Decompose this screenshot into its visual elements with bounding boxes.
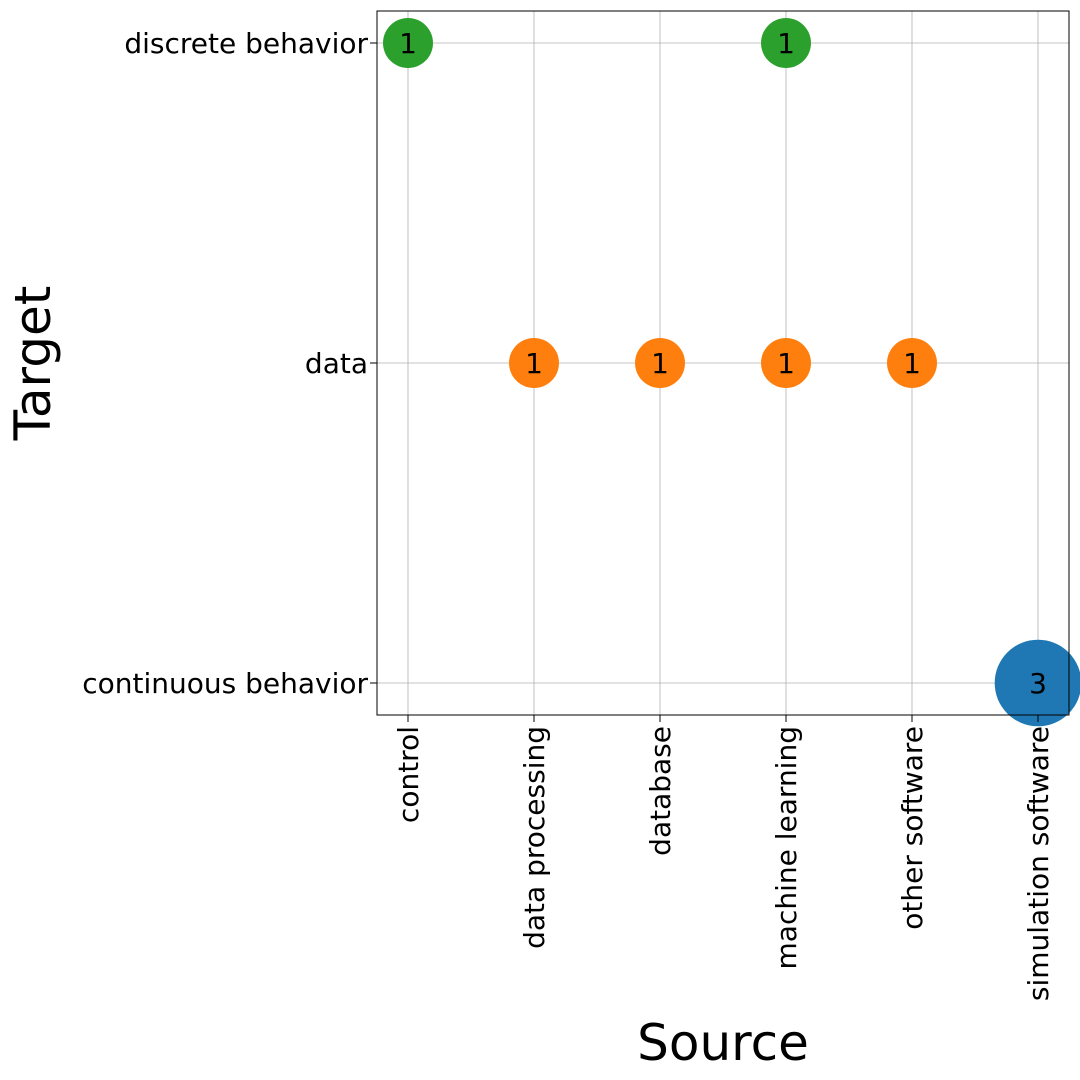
bubble-machine-learning-data bbox=[761, 338, 811, 388]
bubble-value-label: 1 bbox=[777, 347, 795, 380]
y-tick-label-data: data bbox=[305, 347, 368, 380]
bubble-value-label: 1 bbox=[651, 347, 669, 380]
axis-ticks: control data processing database machine le… bbox=[82, 27, 1055, 1001]
x-tick-label-data-processing: data processing bbox=[518, 726, 551, 949]
grid-lines bbox=[377, 11, 1069, 715]
bubble-value-label: 1 bbox=[903, 347, 921, 380]
x-tick-label-database: database bbox=[644, 726, 677, 856]
bubble-value-label: 1 bbox=[399, 27, 417, 60]
x-axis-title: Source bbox=[637, 1014, 809, 1072]
bubble-simulation-software-continuous-behavior bbox=[994, 639, 1080, 727]
y-tick-label-discrete-behavior: discrete behavior bbox=[124, 27, 368, 60]
bubble-control-discrete-behavior bbox=[383, 18, 433, 68]
bubble-data-processing-data bbox=[509, 338, 559, 388]
bubble-database-data bbox=[635, 338, 685, 388]
y-axis-title: Target bbox=[4, 286, 62, 442]
bubbles: 1 1 1 1 1 1 3 bbox=[383, 18, 1080, 727]
x-tick-label-simulation-software: simulation software bbox=[1022, 726, 1055, 1001]
x-tick-label-machine-learning: machine learning bbox=[770, 726, 803, 969]
bubble-other-software-data bbox=[887, 338, 937, 388]
bubble-value-label: 1 bbox=[525, 347, 543, 380]
bubble-value-label: 1 bbox=[777, 27, 795, 60]
bubble-machine-learning-discrete-behavior bbox=[761, 18, 811, 68]
bubble-value-label: 3 bbox=[1029, 667, 1047, 700]
x-tick-label-other-software: other software bbox=[896, 726, 929, 930]
y-tick-label-continuous-behavior: continuous behavior bbox=[82, 667, 368, 700]
x-tick-label-control: control bbox=[392, 726, 425, 823]
